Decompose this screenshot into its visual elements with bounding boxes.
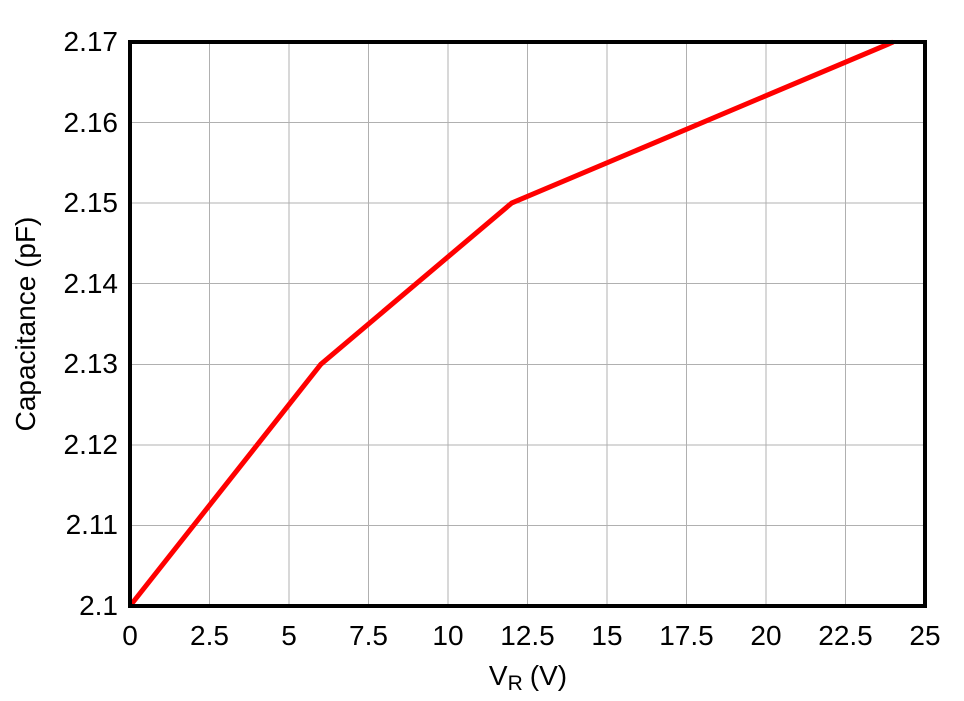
y-tick-label: 2.13 — [63, 348, 119, 380]
x-tick-label: 10 — [432, 620, 464, 651]
plot-frame — [128, 40, 927, 608]
x-tick-label: 15 — [591, 620, 623, 651]
y-axis-title: Capacitance (pF) — [10, 216, 41, 432]
x-tick-label: 22.5 — [818, 620, 873, 651]
y-tick-label: 2.17 — [63, 26, 119, 57]
x-tick-label: 12.5 — [500, 620, 555, 651]
x-tick-label: 20 — [750, 620, 782, 651]
x-tick-label: 7.5 — [349, 620, 388, 651]
y-tick-label: 2.14 — [63, 267, 119, 299]
x-tick-label: 5 — [281, 620, 297, 651]
x-axis-title: VR (V) — [488, 659, 568, 695]
x-axis-title-unit: (V) — [529, 660, 568, 691]
x-tick-label: 2.5 — [190, 620, 229, 651]
y-tick-label: 2.11 — [65, 509, 118, 541]
y-tick-label: 2.12 — [63, 428, 119, 460]
x-axis-title-subscript: R — [507, 672, 523, 695]
y-tick-label: 2.16 — [63, 106, 119, 138]
y-tick-label: 2.1 — [79, 590, 118, 621]
y-tick-label: 2.15 — [63, 187, 119, 219]
data-line-capacitance-vs-reverse-voltage — [128, 39, 895, 608]
x-tick-label: 25 — [909, 620, 941, 651]
x-tick-label: 0 — [122, 620, 138, 651]
x-tick-label: 17.5 — [659, 620, 714, 651]
x-axis-title-symbol: V — [488, 660, 508, 691]
